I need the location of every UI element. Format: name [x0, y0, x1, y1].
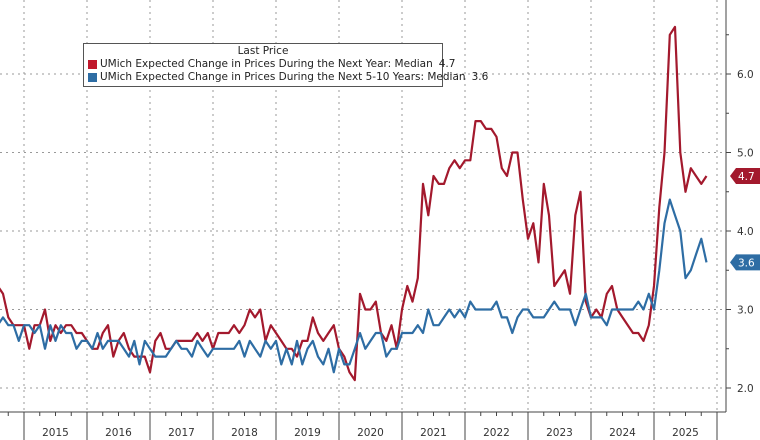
legend-label: UMich Expected Change in Prices During t…: [100, 58, 433, 70]
x-tick-label: 2019: [294, 427, 321, 439]
x-axis: 2015 2016 2017 2018 2019 2020 2021 2022 2023 2024…: [0, 411, 726, 440]
legend-label: UMich Expected Change in Prices During t…: [100, 71, 466, 83]
last-value-tag: [730, 168, 760, 185]
x-tick-label: 2021: [420, 427, 447, 439]
y-tick-label: 4.0: [737, 226, 754, 238]
x-tick-label: 2018: [231, 427, 258, 439]
legend: Last Price UMich Expected Change in Pric…: [83, 43, 488, 87]
grid: [0, 0, 726, 412]
x-tick-label: 2025: [672, 427, 699, 439]
x-tick-label: 2023: [546, 427, 573, 439]
legend-item-5-10-years: UMich Expected Change in Prices During t…: [88, 71, 488, 84]
y-axis: 2.0 3.0 4.0 5.0 6.0 7.0: [725, 0, 754, 412]
x-tick-label: 2024: [609, 427, 636, 439]
legend-title: Last Price: [237, 45, 289, 57]
x-tick-label: 2016: [105, 427, 132, 439]
x-tick-label: 2015: [42, 427, 69, 439]
last-value-tags: 4.7 3.6: [730, 168, 760, 271]
x-tick-label: 2020: [357, 427, 384, 439]
y-tick-label: 5.0: [737, 148, 754, 160]
series-line-5-10-years: [0, 198, 708, 374]
y-tick-label: 6.0: [737, 69, 754, 81]
legend-swatch-red: [88, 60, 97, 69]
y-tick-label: 3.0: [737, 305, 754, 317]
legend-value: 4.7: [438, 58, 456, 70]
x-tick-label: 2022: [483, 427, 510, 439]
last-value-tag: [730, 254, 760, 271]
x-tick-label: 2017: [168, 427, 195, 439]
legend-swatch-blue: [88, 73, 97, 82]
y-tick-label: 7.0: [737, 0, 754, 3]
y-tick-label: 2.0: [737, 383, 754, 395]
series-lines: [0, 25, 708, 382]
legend-item-next-year: UMich Expected Change in Prices During t…: [88, 58, 455, 71]
last-value-text: 3.6: [738, 257, 755, 269]
legend-value: 3.6: [471, 71, 489, 83]
last-value-text: 4.7: [738, 171, 755, 183]
